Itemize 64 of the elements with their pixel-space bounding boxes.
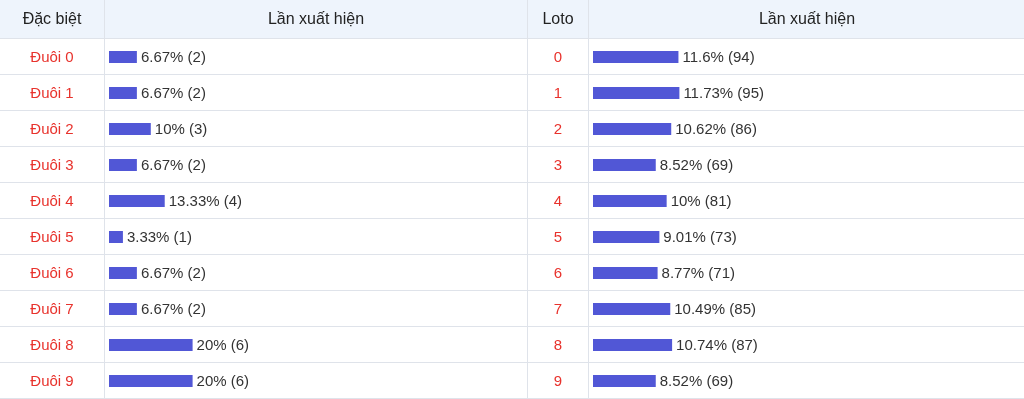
y-tick-label: Đuôi 9 (0, 363, 104, 399)
bar (109, 195, 165, 207)
y-axis-title: Loto (528, 0, 589, 38)
y-tick-label: 4 (528, 183, 588, 219)
data-label: 8.52% (69) (659, 156, 734, 174)
data-label: 3.33% (1) (126, 228, 192, 246)
bar (593, 267, 658, 279)
bar (109, 231, 123, 243)
data-label: 8.52% (69) (659, 372, 734, 390)
y-tick-label: Đuôi 4 (0, 183, 104, 219)
data-label: 10% (3) (154, 120, 208, 138)
bar (109, 87, 137, 99)
data-label: 10.62% (86) (675, 120, 757, 138)
x-axis-title: Lần xuất hiện (589, 0, 1024, 38)
data-label: 20% (6) (196, 336, 250, 354)
data-label: 13.33% (4) (168, 192, 243, 210)
bar (593, 123, 672, 135)
data-label: 10% (81) (670, 192, 732, 210)
y-tick-label: Đuôi 1 (0, 75, 104, 111)
bar (109, 51, 137, 63)
data-label: 6.67% (2) (140, 300, 206, 318)
data-label: 11.73% (95) (683, 84, 765, 102)
y-axis-title: Đặc biệt (0, 0, 105, 38)
bar (593, 195, 667, 207)
y-tick-label: 6 (528, 255, 588, 291)
bar (109, 375, 193, 387)
y-tick-label: 0 (528, 39, 588, 75)
y-tick-label: 9 (528, 363, 588, 399)
bar (593, 51, 679, 63)
bar (593, 339, 673, 351)
data-label: 6.67% (2) (140, 264, 206, 282)
y-tick-label: 1 (528, 75, 588, 111)
data-label: 20% (6) (196, 372, 250, 390)
bar (593, 375, 656, 387)
bar (593, 159, 656, 171)
data-label: 6.67% (2) (140, 156, 206, 174)
bar (593, 87, 680, 99)
y-tick-label: 2 (528, 111, 588, 147)
y-tick-label: Đuôi 5 (0, 219, 104, 255)
bar (109, 339, 193, 351)
bar (109, 159, 137, 171)
y-tick-label: 5 (528, 219, 588, 255)
y-tick-label: Đuôi 7 (0, 291, 104, 327)
data-label: 10.74% (87) (676, 336, 758, 354)
data-label: 6.67% (2) (140, 84, 206, 102)
data-label: 11.6% (94) (682, 48, 755, 66)
y-tick-label: Đuôi 8 (0, 327, 104, 363)
y-tick-label: Đuôi 2 (0, 111, 104, 147)
y-tick-label: Đuôi 6 (0, 255, 104, 291)
bar (593, 231, 660, 243)
data-label: 10.49% (85) (674, 300, 756, 318)
data-label: 6.67% (2) (140, 48, 206, 66)
y-tick-label: 8 (528, 327, 588, 363)
y-tick-label: 3 (528, 147, 588, 183)
y-tick-label: 7 (528, 291, 588, 327)
data-label: 9.01% (73) (663, 228, 737, 246)
x-axis-title: Lần xuất hiện (105, 0, 528, 38)
y-tick-label: Đuôi 0 (0, 39, 104, 75)
bar (109, 267, 137, 279)
data-label: 8.77% (71) (661, 264, 735, 282)
y-tick-label: Đuôi 3 (0, 147, 104, 183)
bar (593, 303, 671, 315)
bar (109, 123, 151, 135)
bar (109, 303, 137, 315)
